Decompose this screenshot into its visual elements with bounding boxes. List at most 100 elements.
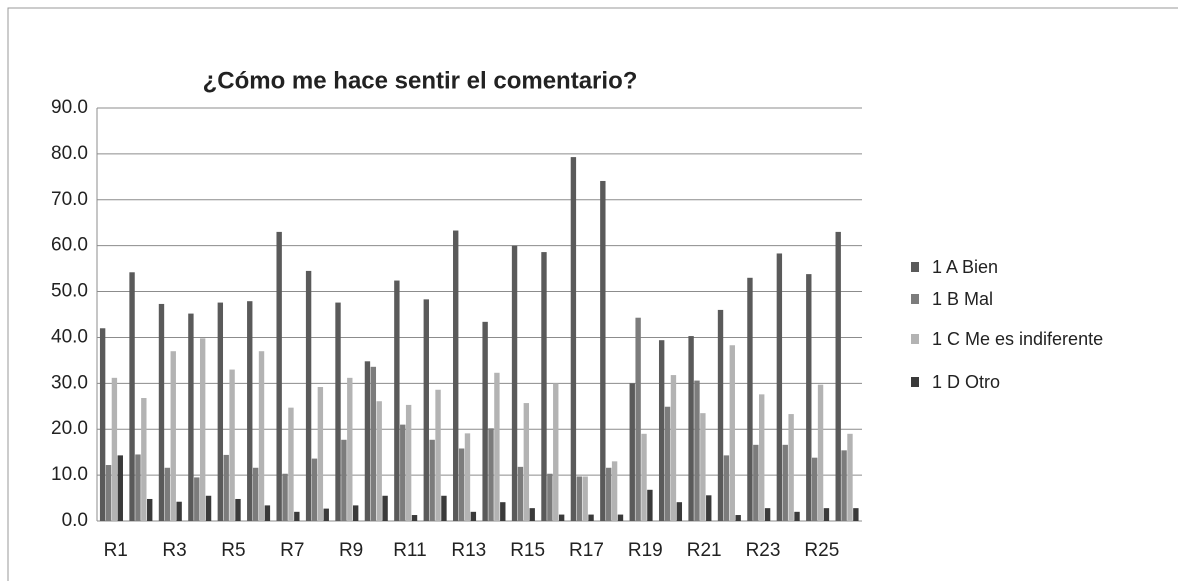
x-tick-label: R3 bbox=[162, 540, 186, 561]
bar bbox=[276, 231, 282, 521]
bar bbox=[670, 375, 677, 521]
bar bbox=[470, 511, 477, 521]
bar bbox=[794, 511, 800, 521]
bar bbox=[735, 515, 741, 521]
x-tick-label: R9 bbox=[339, 540, 363, 561]
legend-swatch bbox=[911, 262, 919, 272]
bar bbox=[247, 301, 253, 521]
bar bbox=[753, 444, 759, 521]
y-tick-label: 0.0 bbox=[62, 510, 88, 531]
bar bbox=[676, 502, 683, 521]
bar bbox=[282, 473, 288, 521]
bar bbox=[853, 508, 859, 521]
bar bbox=[217, 302, 224, 521]
bar bbox=[658, 340, 665, 521]
bar bbox=[411, 515, 418, 521]
bar bbox=[194, 477, 200, 521]
y-tick-label: 50.0 bbox=[51, 281, 88, 302]
bar bbox=[317, 387, 324, 521]
bar bbox=[547, 473, 553, 521]
bar bbox=[111, 377, 118, 521]
y-tick-label: 30.0 bbox=[51, 372, 88, 393]
bar bbox=[847, 433, 853, 521]
chart-title: ¿Cómo me hace sentir el comentario? bbox=[203, 67, 638, 94]
bar bbox=[617, 514, 624, 521]
bar bbox=[382, 495, 388, 521]
bar bbox=[747, 277, 753, 521]
bar bbox=[723, 455, 730, 521]
bar bbox=[423, 299, 429, 521]
x-tick-label: R23 bbox=[746, 540, 781, 561]
bar bbox=[817, 384, 824, 521]
bar bbox=[606, 467, 612, 521]
bar bbox=[205, 495, 212, 521]
bar bbox=[776, 253, 783, 521]
x-tick-label: R19 bbox=[628, 540, 663, 561]
bar bbox=[494, 372, 500, 521]
y-tick-label: 10.0 bbox=[51, 464, 88, 485]
y-tick-label: 80.0 bbox=[51, 143, 88, 164]
bar bbox=[188, 313, 194, 521]
bar bbox=[700, 413, 706, 521]
bar bbox=[364, 361, 371, 521]
bar bbox=[199, 338, 206, 521]
bar bbox=[429, 439, 435, 521]
bar bbox=[541, 252, 547, 521]
bar bbox=[600, 180, 606, 522]
bar bbox=[176, 501, 182, 521]
x-tick-label: R17 bbox=[569, 540, 604, 561]
x-tick-label: R11 bbox=[393, 540, 426, 561]
legend-label: 1 D Otro bbox=[932, 372, 1000, 392]
bar bbox=[164, 467, 171, 521]
bar bbox=[335, 302, 341, 521]
bar bbox=[258, 351, 265, 521]
bar bbox=[611, 461, 618, 521]
x-tick-label: R21 bbox=[687, 540, 722, 561]
bar bbox=[523, 403, 530, 521]
bar bbox=[129, 272, 135, 521]
bar bbox=[135, 454, 141, 521]
y-tick-label: 90.0 bbox=[51, 97, 88, 118]
legend-swatch bbox=[911, 294, 919, 304]
bar bbox=[223, 454, 229, 521]
bar bbox=[629, 383, 635, 521]
x-tick-label: R1 bbox=[104, 540, 128, 561]
bar bbox=[405, 404, 412, 521]
bar bbox=[811, 457, 818, 521]
bar bbox=[394, 280, 400, 521]
bar bbox=[553, 383, 559, 521]
bar bbox=[641, 433, 647, 521]
bar bbox=[635, 317, 641, 521]
x-tick-label: R13 bbox=[451, 540, 486, 561]
bar bbox=[464, 433, 471, 521]
y-tick-label: 70.0 bbox=[51, 189, 88, 210]
bar bbox=[558, 514, 565, 521]
bar bbox=[782, 444, 788, 521]
bar bbox=[529, 508, 535, 521]
bar bbox=[664, 406, 671, 521]
x-tick-label: R25 bbox=[804, 540, 839, 561]
bar bbox=[435, 389, 441, 521]
legend-swatch bbox=[911, 334, 919, 344]
bar bbox=[694, 380, 700, 521]
bar bbox=[264, 505, 271, 521]
bar bbox=[582, 476, 588, 521]
bar bbox=[305, 270, 312, 521]
bar bbox=[576, 476, 582, 521]
legend-label: 1 B Mal bbox=[932, 289, 993, 309]
bar bbox=[147, 498, 153, 521]
bar bbox=[806, 274, 812, 521]
bar bbox=[352, 505, 359, 521]
bar bbox=[500, 502, 506, 521]
bar bbox=[453, 230, 459, 522]
bar bbox=[759, 394, 765, 521]
bar bbox=[482, 321, 488, 521]
bar bbox=[99, 328, 106, 521]
bar bbox=[252, 467, 259, 521]
bar bbox=[588, 514, 594, 521]
x-tick-label: R5 bbox=[221, 540, 245, 561]
bar bbox=[706, 495, 712, 521]
bar bbox=[441, 495, 447, 521]
bar bbox=[400, 424, 406, 521]
